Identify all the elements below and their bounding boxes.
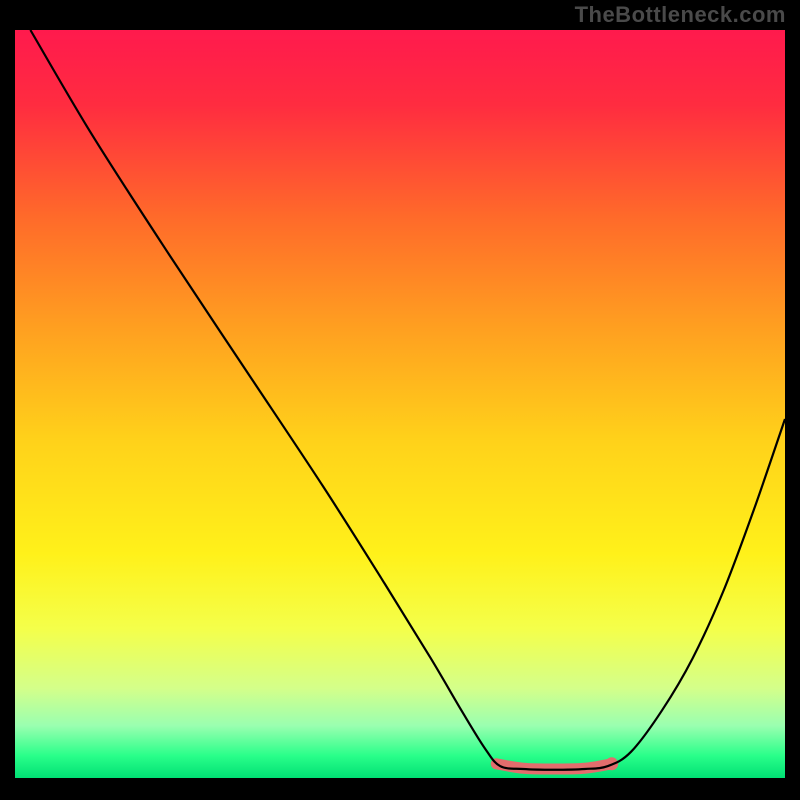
plot-background — [15, 30, 785, 778]
bottleneck-chart — [0, 0, 800, 800]
